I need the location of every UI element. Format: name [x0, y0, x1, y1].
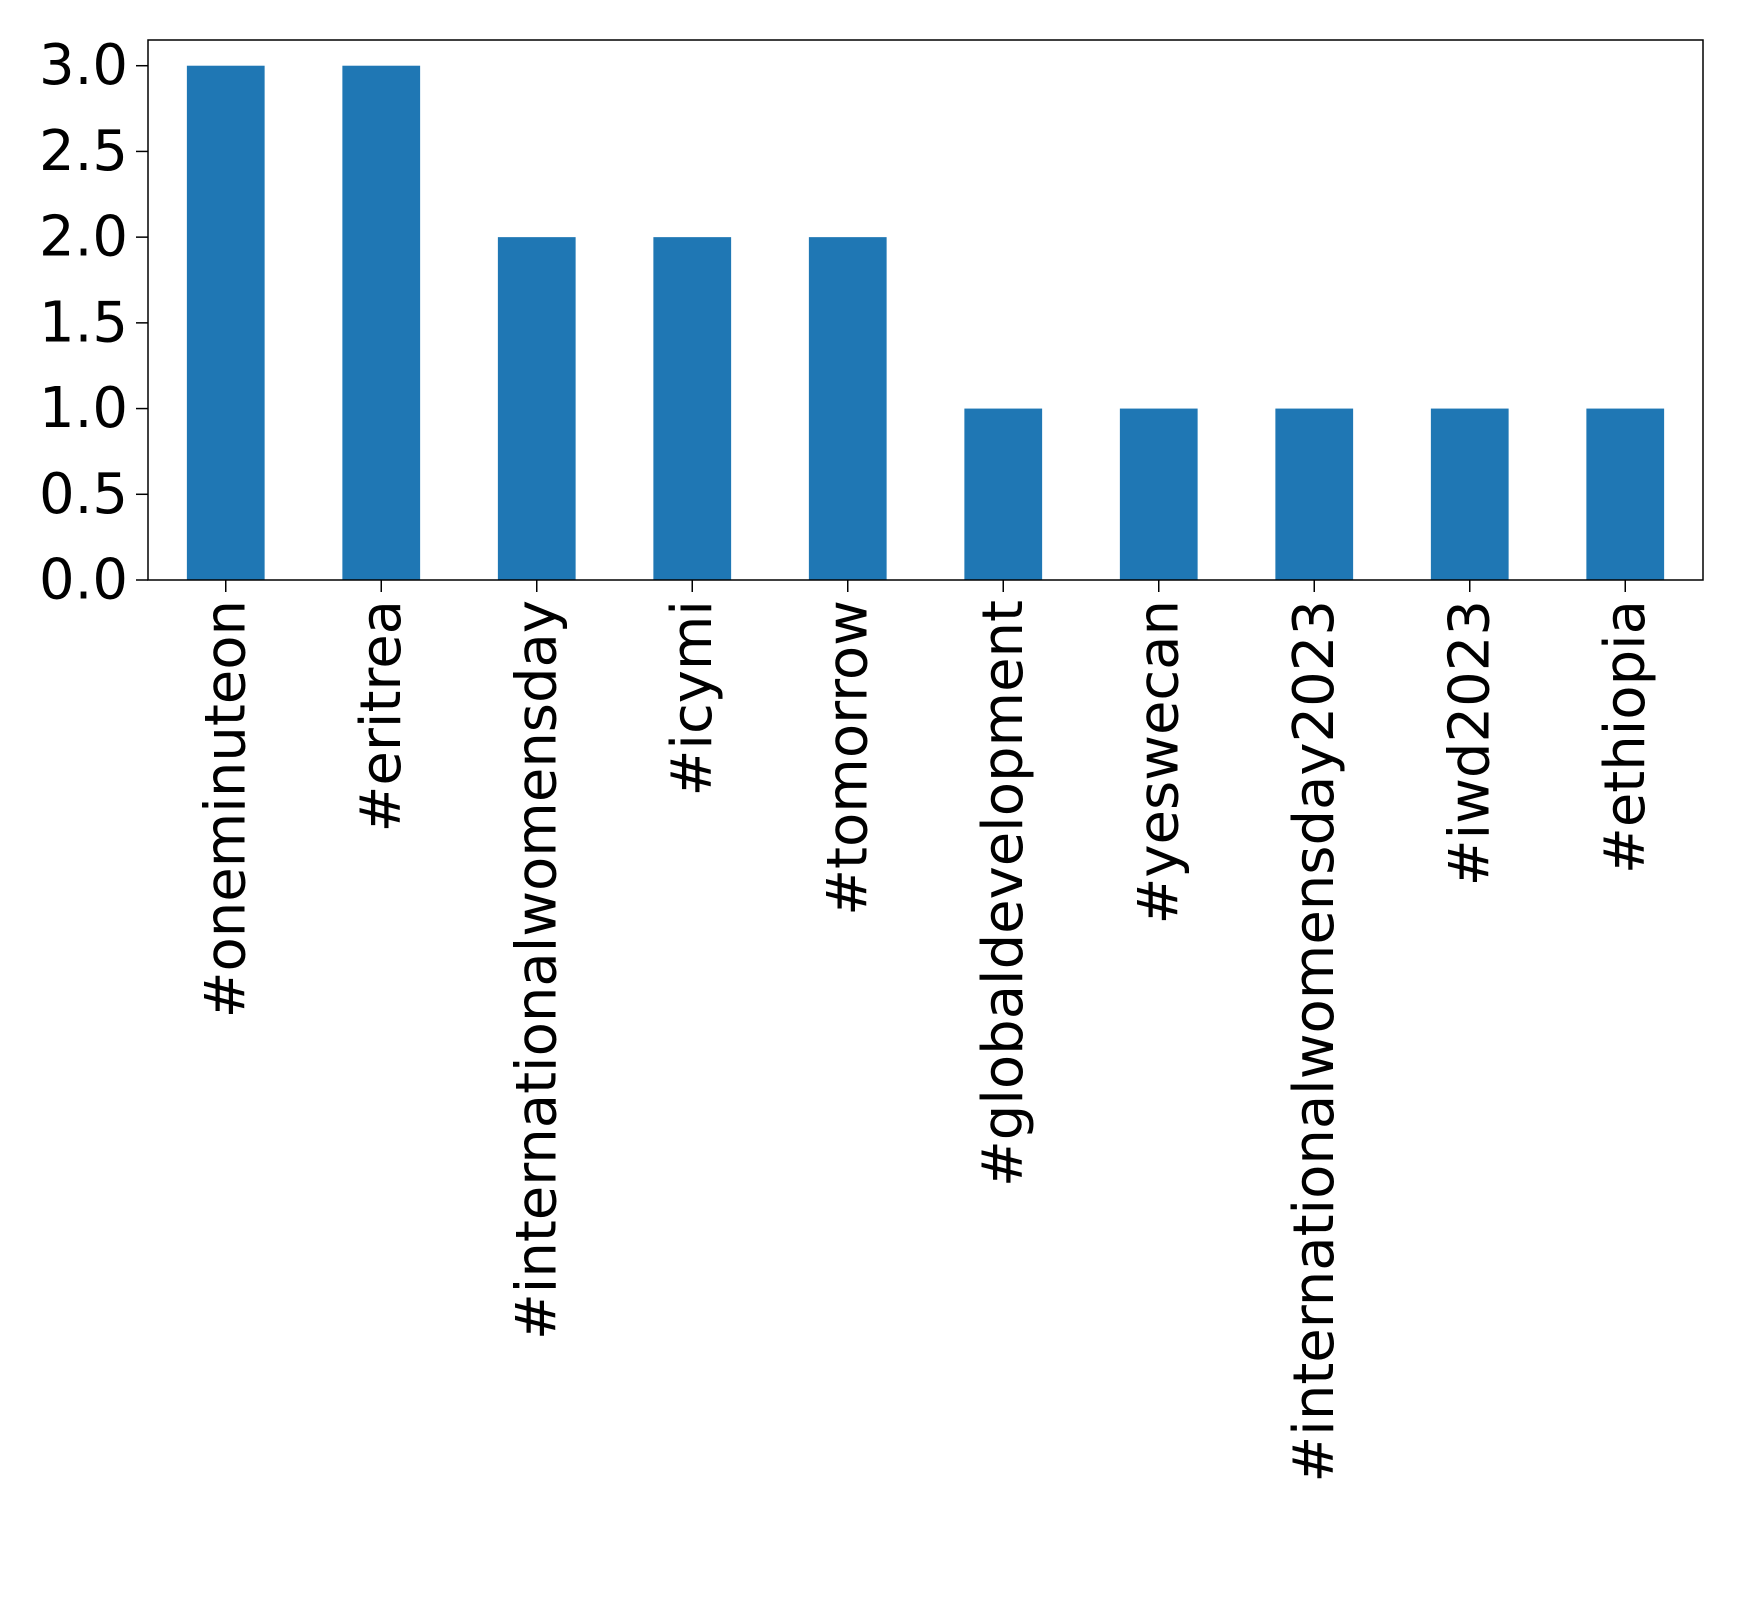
bar-oneminuteon [186, 65, 265, 580]
bar-eritrea [342, 65, 421, 580]
y-tick-label: 1.0 [39, 376, 128, 441]
x-tick-label: #yeswecan [1126, 600, 1191, 925]
plot-frame [147, 39, 1704, 581]
bar-iwd2023 [1430, 408, 1509, 580]
bars-group [186, 65, 1665, 580]
x-tick-label: #eritrea [349, 600, 414, 832]
x-tick-label: #internationalwomensday [504, 600, 569, 1340]
x-tick-label: #iwd2023 [1437, 600, 1502, 886]
y-tick-label: 0.0 [39, 548, 128, 613]
x-tick-label: #oneminuteon [193, 600, 258, 1018]
bar-internationalwomensday2023 [1275, 408, 1354, 580]
bar-tomorrow [808, 237, 887, 580]
y-tick-label: 1.5 [39, 290, 128, 355]
y-axis: 0.0 0.5 1.0 1.5 2.0 2.5 3.0 [39, 33, 148, 613]
y-tick-label: 3.0 [39, 33, 128, 98]
bar-icymi [653, 237, 732, 580]
x-tick-label: #internationalwomensday2023 [1282, 600, 1347, 1483]
bar-globaldevelopment [964, 408, 1043, 580]
bar-ethiopia [1586, 408, 1665, 580]
y-tick-label: 2.0 [39, 205, 128, 270]
x-tick-label: #tomorrow [815, 600, 880, 916]
bar-yeswecan [1119, 408, 1198, 580]
x-tick-label: #ethiopia [1593, 600, 1658, 874]
y-tick-label: 0.5 [39, 462, 128, 527]
bar-internationalwomensday [497, 237, 576, 580]
x-tick-label: #globaldevelopment [971, 600, 1036, 1187]
x-tick-label: #icymi [660, 600, 725, 797]
x-axis: #oneminuteon #eritrea #internationalwomens… [193, 580, 1658, 1483]
y-tick-label: 2.5 [39, 119, 128, 184]
